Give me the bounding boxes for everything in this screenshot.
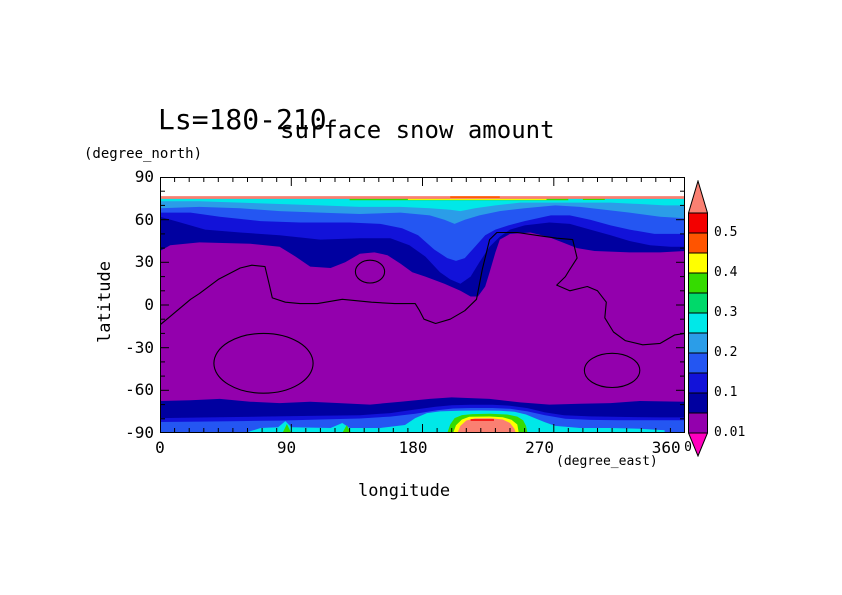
band-south-polar-salmon-cap [457, 418, 516, 433]
band-south-green-spike-west [282, 424, 292, 433]
dichotomy-contour [160, 231, 685, 346]
closed-contour-north [354, 259, 386, 284]
x-tick-label: 180 [398, 438, 428, 457]
y-tick-label: 60 [134, 209, 154, 229]
plot-frame [160, 177, 685, 433]
y-axis-unit: (degree_north) [84, 146, 203, 162]
band-north-polar-orange-segment [450, 196, 500, 198]
y-tick-label: -30 [125, 337, 154, 357]
subtitle-ls-range: Ls=180-210 [158, 103, 327, 136]
colorbar-level-label: 0.4 [714, 265, 738, 280]
colorbar-box-spring [688, 292, 708, 314]
x-tick-label: 90 [276, 438, 297, 457]
colorbar-level-label: 0.2 [714, 345, 738, 360]
y-tick-label: 90 [134, 167, 154, 186]
filled-contour-map [160, 177, 685, 433]
x-tick-label: 0 [155, 438, 165, 457]
colorbar-box-blue2 [688, 372, 708, 394]
colorbar-level-label: 0.3 [714, 305, 738, 320]
colorbar-box-blue [688, 352, 708, 374]
closed-contour-southeast [583, 352, 641, 389]
closed-contour-southwest [213, 332, 314, 394]
y-tick-label: -90 [125, 423, 154, 442]
colorbar-zero-label: 0 [684, 440, 692, 455]
colorbar-box-yellow [688, 252, 708, 274]
colorbar-box-sky [688, 332, 708, 354]
colorbar-level-label: 0.5 [714, 225, 738, 240]
colorbar [688, 180, 708, 457]
colorbar-box-cyan [688, 312, 708, 334]
colorbar-box-red [688, 212, 708, 234]
colorbar-box-purple [688, 412, 708, 434]
y-tick-label: 0 [144, 295, 154, 314]
x-tick-label: 270 [525, 438, 555, 457]
y-tick-label: 30 [134, 252, 154, 272]
y-tick-label: -60 [125, 380, 154, 400]
colorbar-box-navy [688, 392, 708, 414]
x-tick-label: 360 [651, 438, 681, 457]
colorbar-arrow-bottom [688, 432, 708, 457]
colorbar-level-label: 0.1 [714, 385, 738, 400]
x-axis-unit: (degree_east) [556, 454, 658, 469]
colorbar-level-label: 0.01 [714, 425, 746, 440]
band-north-yellow-strip [407, 198, 547, 200]
plot-title: surface snow amount [280, 116, 555, 144]
band-south-polar-red-dash [470, 419, 494, 421]
x-axis-label: longitude [358, 481, 451, 501]
band-south-green-spike-mid [342, 425, 351, 433]
colorbar-arrow-top [688, 180, 708, 214]
colorbar-box-green [688, 272, 708, 294]
colorbar-box-orange [688, 232, 708, 254]
